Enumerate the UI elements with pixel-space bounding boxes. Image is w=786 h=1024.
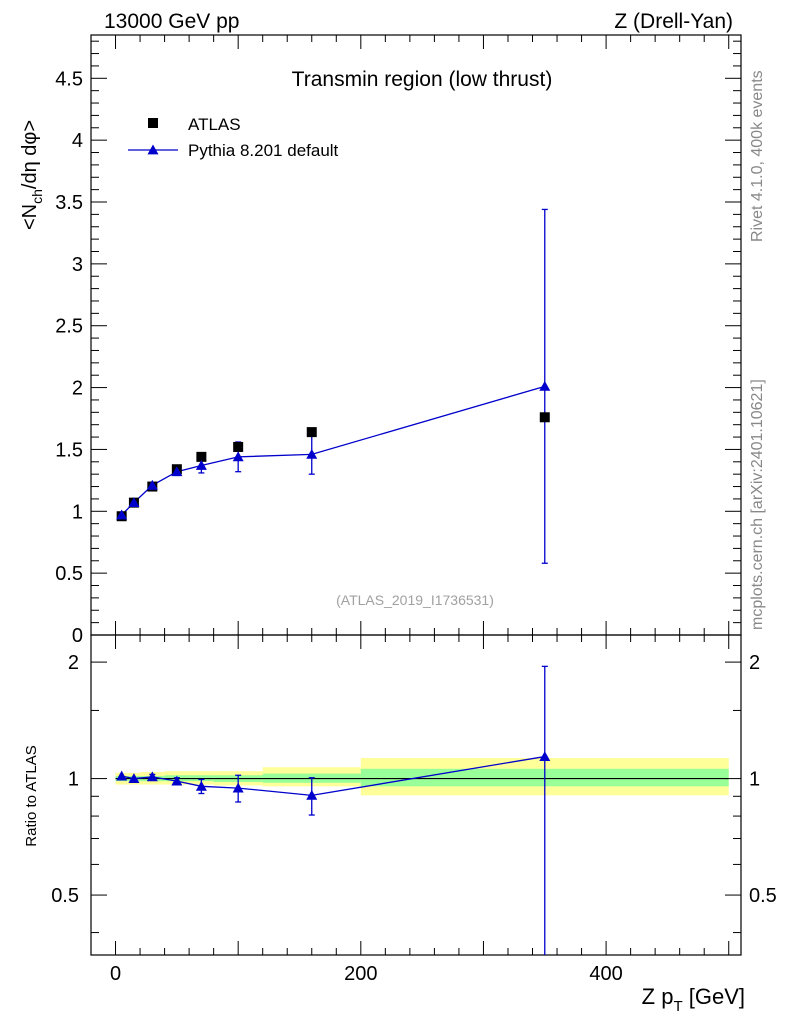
ratio-y-tick-label: 2	[68, 652, 79, 674]
atlas-point	[233, 441, 244, 452]
ratio-y-axis-label: Ratio to ATLAS	[23, 745, 40, 846]
main-y-tick-label: 2	[72, 378, 83, 400]
pythia-line	[121, 385, 545, 516]
pythia-point	[306, 448, 318, 459]
x-axis-label: Z pT [GeV]	[642, 984, 745, 1015]
pythia-point	[539, 380, 551, 391]
ratio-y-tick-label-right: 1	[749, 769, 760, 791]
pythia-point	[171, 466, 183, 477]
process-label: Z (Drell-Yan)	[614, 10, 733, 33]
x-tick-label: 400	[589, 963, 622, 985]
ratio-y-tick-label-right: 2	[749, 652, 760, 674]
ratio-point	[116, 770, 128, 781]
ratio-panel: 0 200 400 0.5 0.5 1 1 2 2	[51, 634, 777, 985]
legend-pythia-label: Pythia 8.201 default	[188, 141, 339, 160]
pythia-point	[116, 509, 128, 520]
atlas-point	[196, 451, 207, 462]
main-y-tick-label: 1	[72, 501, 83, 523]
main-panel: 0 0.5 1 1.5 2 2.5 3 3.5 4 4.5 ATLAS Pythia 8.201 de…	[55, 34, 742, 647]
atlas-point	[539, 412, 550, 423]
main-y-tick-label: 4.5	[55, 68, 83, 90]
ratio-point	[195, 780, 207, 791]
legend-pythia-marker	[147, 144, 159, 155]
ratio-frame	[90, 634, 742, 956]
main-y-tick-label: 2.5	[55, 316, 83, 338]
main-y-tick-label: 0.5	[55, 563, 83, 585]
analysis-watermark: (ATLAS_2019_I1736531)	[336, 592, 494, 608]
ratio-point	[539, 751, 551, 761]
chart-title: Transmin region (low thrust)	[292, 68, 553, 91]
ratio-point	[146, 771, 158, 782]
legend-atlas-marker	[148, 118, 158, 128]
pythia-point	[232, 451, 244, 462]
main-y-tick-label: 3.5	[55, 192, 83, 214]
main-y-tick-label: 1.5	[55, 439, 83, 461]
atlas-point	[306, 427, 317, 438]
ratio-y-tick-label-right: 0.5	[749, 885, 777, 907]
ratio-y-tick-label: 1	[68, 769, 79, 791]
ratio-point	[128, 773, 140, 783]
main-y-axis-label: <Nch/dη dφ>	[19, 120, 45, 230]
ratio-point	[232, 782, 244, 793]
source-label: mcplots.cern.ch [arXiv:2401.10621]	[749, 379, 766, 630]
pythia-point	[195, 460, 207, 470]
main-y-tick-label: 3	[72, 254, 83, 276]
pythia-point	[146, 479, 158, 490]
ratio-y-tick-label: 0.5	[51, 885, 79, 907]
pythia-point	[128, 497, 140, 508]
main-y-tick-label: 4	[72, 130, 83, 152]
legend-atlas-label: ATLAS	[188, 115, 241, 134]
ratio-point	[171, 775, 183, 786]
x-tick-label: 200	[344, 963, 377, 985]
rivet-label: Rivet 4.1.0, 400k events	[749, 70, 766, 242]
energy-label: 13000 GeV pp	[104, 10, 239, 33]
ratio-line	[121, 755, 545, 797]
main-y-tick-label: 0	[72, 625, 83, 647]
x-tick-label: 0	[110, 963, 121, 985]
ratio-point	[306, 789, 318, 800]
